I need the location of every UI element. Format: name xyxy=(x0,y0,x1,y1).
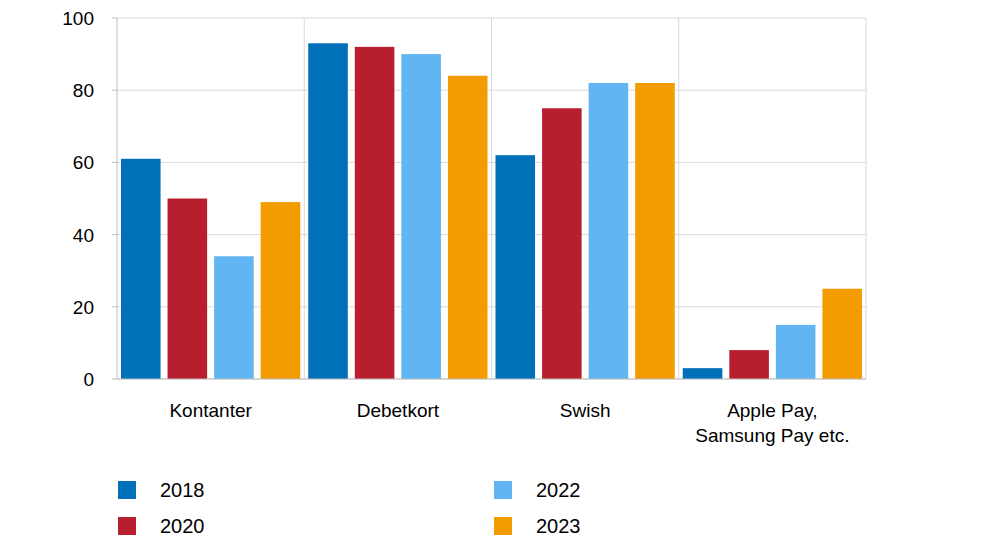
tick-mark xyxy=(112,18,117,19)
tick-mark xyxy=(112,234,117,235)
grid xyxy=(112,18,866,379)
bar xyxy=(121,159,161,379)
bar xyxy=(822,289,862,379)
x-axis xyxy=(117,379,866,380)
bar xyxy=(168,199,208,380)
bar xyxy=(635,83,675,379)
y-axis xyxy=(117,18,118,379)
bar xyxy=(401,54,441,379)
chart-container: 0 20 40 60 80 100 Kontanter Debetkort Swish Apple… xyxy=(0,0,1000,560)
category-separator xyxy=(678,18,679,379)
legend-label: 2022 xyxy=(536,479,581,501)
y-tick-label: 20 xyxy=(73,297,94,318)
chart-svg: 0 20 40 60 80 100 Kontanter Debetkort Swish Apple… xyxy=(0,0,1000,560)
legend-label: 2023 xyxy=(536,515,581,537)
bar xyxy=(308,43,348,379)
category-separator xyxy=(304,18,305,379)
bar xyxy=(261,202,301,379)
bar xyxy=(214,256,254,379)
y-tick-label: 60 xyxy=(73,152,94,173)
x-tick-label: Swish xyxy=(560,400,611,421)
x-tick-label: Debetkort xyxy=(357,400,440,421)
bar xyxy=(496,155,536,379)
x-tick-label: Apple Pay,Samsung Pay etc. xyxy=(695,400,849,446)
tick-mark xyxy=(112,90,117,91)
bar xyxy=(355,47,395,379)
y-tick-label: 80 xyxy=(73,80,94,101)
tick-mark xyxy=(112,162,117,163)
category-separator xyxy=(866,18,867,379)
grid-line xyxy=(117,379,866,380)
legend-label: 2018 xyxy=(160,479,205,501)
legend-swatch xyxy=(494,481,512,499)
bar xyxy=(729,350,769,379)
bar xyxy=(589,83,629,379)
bars xyxy=(121,43,862,379)
y-tick-label: 100 xyxy=(62,8,94,29)
bar xyxy=(683,368,723,379)
bar xyxy=(542,108,582,379)
legend-label: 2020 xyxy=(160,515,205,537)
legend: 2018 2020 2022 2023 xyxy=(118,479,581,537)
legend-swatch xyxy=(118,517,136,535)
y-tick-label: 40 xyxy=(73,225,94,246)
category-separator xyxy=(491,18,492,379)
tick-mark xyxy=(112,379,117,380)
bar xyxy=(776,325,816,379)
x-tick-label: Kontanter xyxy=(169,400,252,421)
legend-swatch xyxy=(118,481,136,499)
legend-swatch xyxy=(494,517,512,535)
tick-mark xyxy=(112,306,117,307)
y-tick-label: 0 xyxy=(83,369,94,390)
bar xyxy=(448,76,488,379)
